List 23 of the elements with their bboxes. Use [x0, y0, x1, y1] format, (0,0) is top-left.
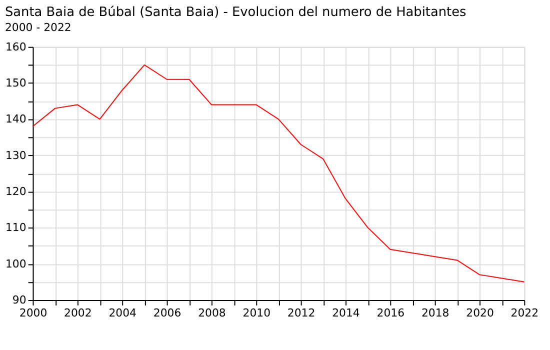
- x-tick-label: 2004: [108, 306, 137, 320]
- x-tick-label: 2018: [421, 306, 450, 320]
- y-tick-label: 150: [5, 76, 26, 90]
- chart-subtitle: 2000 - 2022: [4, 20, 72, 34]
- y-tick-label: 140: [5, 112, 26, 126]
- x-tick-label: 2008: [198, 306, 226, 320]
- x-tick-label: 2022: [510, 306, 539, 320]
- y-tick-label: 160: [5, 40, 26, 54]
- y-tick-label: 90: [12, 293, 26, 306]
- x-tick-label: 2010: [242, 306, 271, 320]
- y-tick-label: 100: [5, 257, 26, 270]
- line-series: [32, 64, 525, 282]
- y-tick-label: 120: [5, 184, 26, 198]
- x-tick-label: 2002: [64, 306, 92, 320]
- y-tick-label: 110: [5, 221, 26, 234]
- x-tick-label: 2000: [19, 306, 48, 320]
- chart-title: Santa Baia de Búbal (Santa Baia) - Evolucion del numero de Habitantes: [4, 5, 467, 20]
- x-tick-label: 2016: [376, 306, 405, 320]
- x-tick-label: 2020: [466, 306, 494, 320]
- y-tick-label: 130: [5, 148, 26, 162]
- x-tick-label: 2014: [332, 306, 360, 320]
- x-tick-label: 2012: [287, 306, 316, 320]
- x-tick-label: 2006: [153, 306, 182, 320]
